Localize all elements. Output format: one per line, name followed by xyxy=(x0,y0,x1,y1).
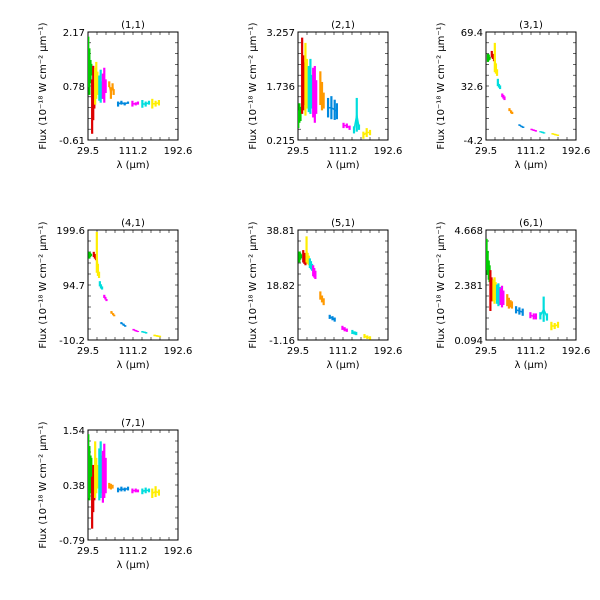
series-group xyxy=(298,37,372,139)
panel-title: (3,1) xyxy=(519,20,543,31)
y-tick-label: -0.61 xyxy=(59,136,85,147)
x-tick-label: 111.2 xyxy=(119,546,148,557)
x-tick-label: 29.5 xyxy=(77,346,99,357)
x-axis-label: λ (μm) xyxy=(116,560,149,571)
y-axis-label: Flux (10⁻¹⁸ W cm⁻² μm⁻¹) xyxy=(248,221,259,348)
x-tick-label: 192.6 xyxy=(562,146,591,157)
x-tick-label: 192.6 xyxy=(164,546,193,557)
y-tick-label: 94.7 xyxy=(63,281,85,292)
panel-title: (1,1) xyxy=(121,20,145,31)
panel-title: (7,1) xyxy=(121,418,145,429)
x-tick-label: 111.2 xyxy=(517,146,546,157)
x-tick-label: 111.2 xyxy=(329,346,358,357)
y-tick-label: 38.81 xyxy=(266,226,295,237)
x-tick-label: 192.6 xyxy=(374,146,403,157)
panel-1: (1,1) 29.5 111.2 192.6 -0.61 0.78 2.17 λ (μm) Fl… xyxy=(38,20,192,171)
panel-7: (7,1) 29.5 111.2 192.6 -0.79 0.38 1.54 λ (μm) Fl… xyxy=(38,418,192,571)
y-tick-label: 4.668 xyxy=(454,226,483,237)
x-tick-label: 192.6 xyxy=(164,146,193,157)
panel-2: (2,1) 29.5 111.2 192.6 0.215 1.736 3.257 λ (μm)… xyxy=(248,20,402,171)
series-group xyxy=(88,36,161,134)
panel-4: (4,1) 29.5 111.2 192.6 -10.2 94.7 199.6 λ (μm) F… xyxy=(38,218,192,371)
y-tick-label: 0.094 xyxy=(454,336,483,347)
x-tick-label: 29.5 xyxy=(475,146,497,157)
y-tick-label: 1.54 xyxy=(63,426,85,437)
series-group xyxy=(298,236,372,340)
x-tick-label: 111.2 xyxy=(329,146,358,157)
x-tick-label: 111.2 xyxy=(119,146,148,157)
y-tick-label: 0.38 xyxy=(63,481,85,492)
panel-3: (3,1) 29.5 111.2 192.6 -4.2 32.6 69.4 λ (μm) Flu… xyxy=(436,20,590,171)
x-axis-label: λ (μm) xyxy=(326,360,359,371)
y-tick-label: 1.736 xyxy=(266,82,295,93)
x-tick-label: 192.6 xyxy=(164,346,193,357)
x-axis-label: λ (μm) xyxy=(514,160,547,171)
y-tick-label: 32.6 xyxy=(461,82,483,93)
series-group xyxy=(88,231,162,338)
panel-title: (2,1) xyxy=(331,20,355,31)
panel-6: (6,1) 29.5 111.2 192.6 0.094 2.381 4.668 λ (μm)… xyxy=(436,218,590,371)
y-tick-label: 0.215 xyxy=(266,136,295,147)
y-tick-label: -10.2 xyxy=(59,336,85,347)
y-axis-label: Flux (10⁻¹⁸ W cm⁻² μm⁻¹) xyxy=(248,22,259,149)
panel-title: (5,1) xyxy=(331,218,355,229)
x-axis-label: λ (μm) xyxy=(514,360,547,371)
panel-5: (5,1) 29.5 111.2 192.6 -1.16 18.82 38.81 λ (μm)… xyxy=(248,218,402,371)
y-axis-label: Flux (10⁻¹⁸ W cm⁻² μm⁻¹) xyxy=(38,221,49,348)
x-tick-label: 111.2 xyxy=(119,346,148,357)
series-line xyxy=(328,106,338,112)
x-tick-label: 192.6 xyxy=(374,346,403,357)
y-tick-label: 2.17 xyxy=(63,28,85,39)
y-tick-label: 199.6 xyxy=(56,226,85,237)
y-tick-label: 2.381 xyxy=(454,281,483,292)
y-tick-label: 0.78 xyxy=(63,82,85,93)
x-axis-label: λ (μm) xyxy=(116,160,149,171)
x-axis-label: λ (μm) xyxy=(326,160,359,171)
y-tick-label: 3.257 xyxy=(266,28,295,39)
y-tick-label: -4.2 xyxy=(463,136,483,147)
y-axis-label: Flux (10⁻¹⁸ W cm⁻² μm⁻¹) xyxy=(38,22,49,149)
series-group xyxy=(88,434,161,529)
series-group xyxy=(486,42,560,137)
y-tick-label: -0.79 xyxy=(59,536,85,547)
x-tick-label: 29.5 xyxy=(77,546,99,557)
plot-frame xyxy=(297,229,389,341)
x-tick-label: 29.5 xyxy=(287,346,309,357)
series-group xyxy=(486,238,560,331)
x-tick-label: 29.5 xyxy=(475,346,497,357)
series-line xyxy=(117,487,129,491)
panel-title: (4,1) xyxy=(121,218,145,229)
panel-title: (6,1) xyxy=(519,218,543,229)
y-tick-label: -1.16 xyxy=(269,336,295,347)
x-axis-label: λ (μm) xyxy=(116,360,149,371)
y-axis-label: Flux (10⁻¹⁸ W cm⁻² μm⁻¹) xyxy=(436,221,447,348)
x-tick-label: 192.6 xyxy=(562,346,591,357)
y-tick-label: 18.82 xyxy=(266,281,295,292)
series-line xyxy=(117,101,129,105)
x-tick-label: 29.5 xyxy=(77,146,99,157)
x-tick-label: 111.2 xyxy=(517,346,546,357)
y-axis-label: Flux (10⁻¹⁸ W cm⁻² μm⁻¹) xyxy=(436,22,447,149)
y-axis-label: Flux (10⁻¹⁸ W cm⁻² μm⁻¹) xyxy=(38,421,49,548)
y-tick-label: 69.4 xyxy=(461,28,483,39)
x-tick-label: 29.5 xyxy=(287,146,309,157)
